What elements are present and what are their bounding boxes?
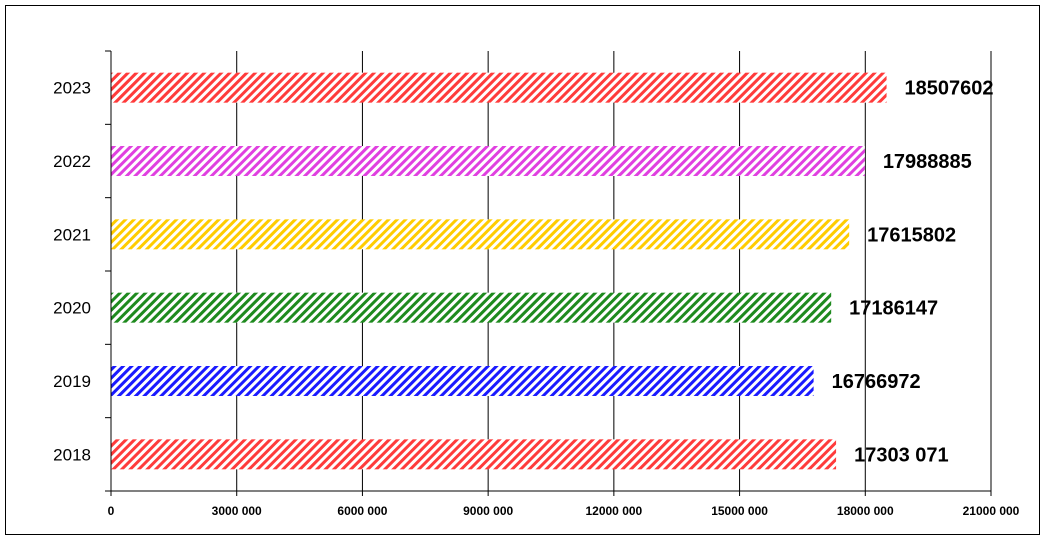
category-label: 2019 <box>53 372 91 391</box>
x-tick-label: 3000 000 <box>212 504 262 518</box>
labels: 2018 17303 071 2019 16766972 2020 17186147 202… <box>53 78 1020 518</box>
axes <box>105 50 992 496</box>
data-label: 17988885 <box>883 151 972 173</box>
data-label: 17303 071 <box>854 444 949 466</box>
data-label: 16766972 <box>832 371 921 393</box>
x-tick-label: 6000 000 <box>337 504 387 518</box>
bars <box>111 72 887 470</box>
category-label: 2021 <box>53 225 91 244</box>
bar-2023 <box>111 72 887 103</box>
category-label: 2018 <box>53 445 91 464</box>
bar-2019 <box>111 366 814 396</box>
x-tick-label: 18000 000 <box>837 504 894 518</box>
x-tick-label: 12000 000 <box>585 504 642 518</box>
x-tick-label: 15000 000 <box>711 504 768 518</box>
category-label: 2020 <box>53 299 91 318</box>
x-tick-label: 9000 000 <box>463 504 513 518</box>
gridlines <box>236 51 992 491</box>
bar-2020 <box>111 292 832 323</box>
bar-2022 <box>111 146 865 176</box>
data-label: 17615802 <box>867 224 956 246</box>
chart-area: 2018 17303 071 2019 16766972 2020 17186147 202… <box>5 5 1040 535</box>
x-tick-label: 21000 000 <box>963 504 1020 518</box>
bar-2021 <box>111 219 850 250</box>
bar-2018 <box>111 439 837 470</box>
data-label: 17186147 <box>849 298 938 320</box>
bar-chart: 2018 17303 071 2019 16766972 2020 17186147 202… <box>53 50 1020 518</box>
category-label: 2022 <box>53 152 91 171</box>
x-tick-label: 0 <box>108 504 115 518</box>
category-label: 2023 <box>53 79 91 98</box>
data-label: 18507602 <box>905 78 994 100</box>
